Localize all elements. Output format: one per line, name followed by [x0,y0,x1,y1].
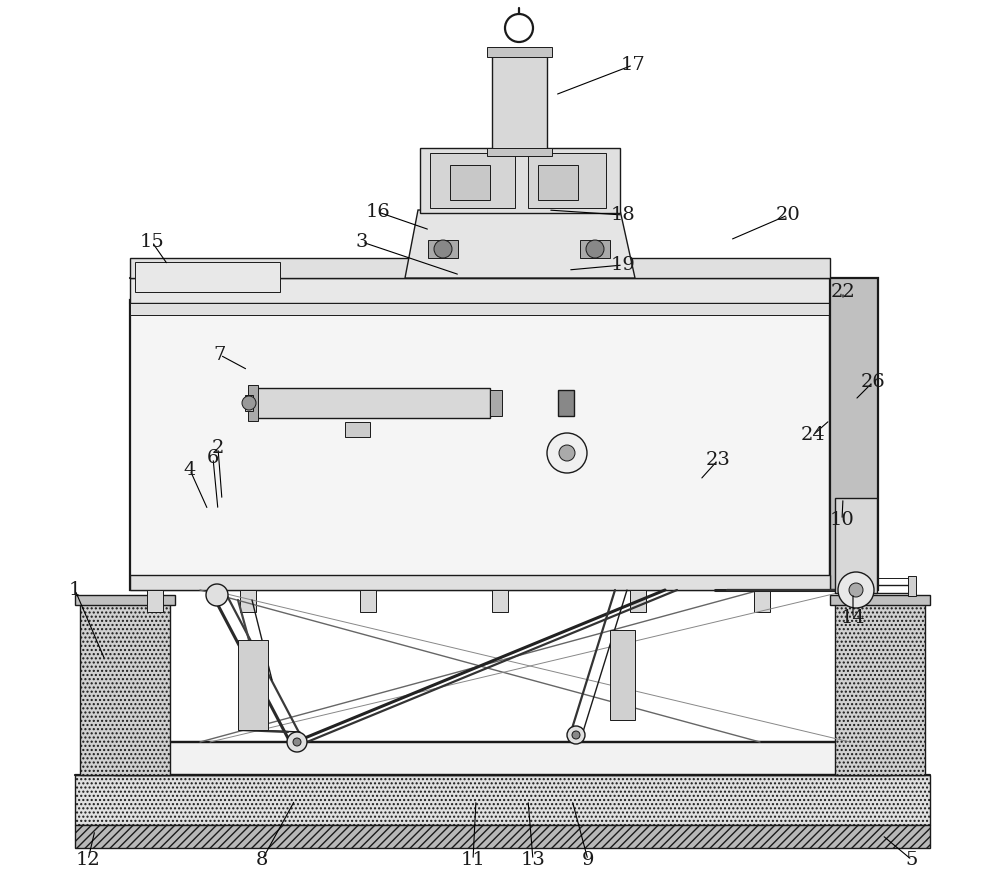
Text: 1: 1 [69,581,81,599]
Text: 11: 11 [461,851,485,869]
Text: 12: 12 [76,851,100,869]
Bar [492,55,547,155]
Bar [430,153,515,208]
Bar [835,498,877,593]
Bar [245,395,253,411]
Bar [490,390,502,416]
Bar [558,390,574,416]
Text: 2: 2 [212,439,224,457]
Bar [538,165,578,200]
Bar [75,775,930,825]
Bar [115,742,890,775]
Bar [360,590,376,612]
Text: 23: 23 [706,451,730,469]
Bar [147,590,163,612]
Text: 13: 13 [521,851,545,869]
Bar [240,590,256,612]
Bar [75,825,930,848]
Text: 15: 15 [140,233,164,251]
Circle shape [572,731,580,739]
Text: 22: 22 [831,283,855,301]
Bar [492,590,508,612]
Text: 8: 8 [256,851,268,869]
Circle shape [547,433,587,473]
Bar [130,300,830,590]
Polygon shape [405,210,635,278]
Bar [428,240,458,258]
Bar [255,388,490,418]
Text: 19: 19 [611,256,635,274]
Text: 4: 4 [184,461,196,479]
Bar [135,262,280,292]
Circle shape [287,732,307,752]
Text: 16: 16 [366,203,390,221]
Text: 3: 3 [356,233,368,251]
Bar [130,258,830,278]
Circle shape [849,583,863,597]
Bar [528,153,606,208]
Text: 24: 24 [801,426,825,444]
Bar [345,422,370,437]
Text: 6: 6 [207,449,219,467]
Text: 9: 9 [582,851,594,869]
Bar [630,590,646,612]
Text: 17: 17 [621,56,645,74]
Bar [80,600,170,775]
Circle shape [206,584,228,606]
Bar [830,595,930,605]
Text: 18: 18 [611,206,635,224]
Circle shape [559,445,575,461]
Bar [487,148,552,156]
Bar [487,47,552,57]
Text: 7: 7 [214,346,226,364]
Text: 5: 5 [906,851,918,869]
Text: 26: 26 [861,373,885,391]
Bar [610,630,635,720]
Bar [908,576,916,596]
Circle shape [434,240,452,258]
Circle shape [838,572,874,608]
Circle shape [242,396,256,410]
Bar [130,303,830,315]
Circle shape [567,726,585,744]
Text: 20: 20 [776,206,800,224]
Bar [238,640,268,730]
Circle shape [293,738,301,746]
Text: 10: 10 [830,511,854,529]
Bar [248,385,258,421]
Bar [835,600,925,775]
Bar [75,595,175,605]
Bar [580,240,610,258]
Bar [450,165,490,200]
Circle shape [586,240,604,258]
Bar [420,148,620,213]
Bar [130,278,830,303]
Bar [830,278,878,590]
Text: 14: 14 [841,609,865,627]
Bar [754,590,770,612]
Bar [130,575,830,590]
